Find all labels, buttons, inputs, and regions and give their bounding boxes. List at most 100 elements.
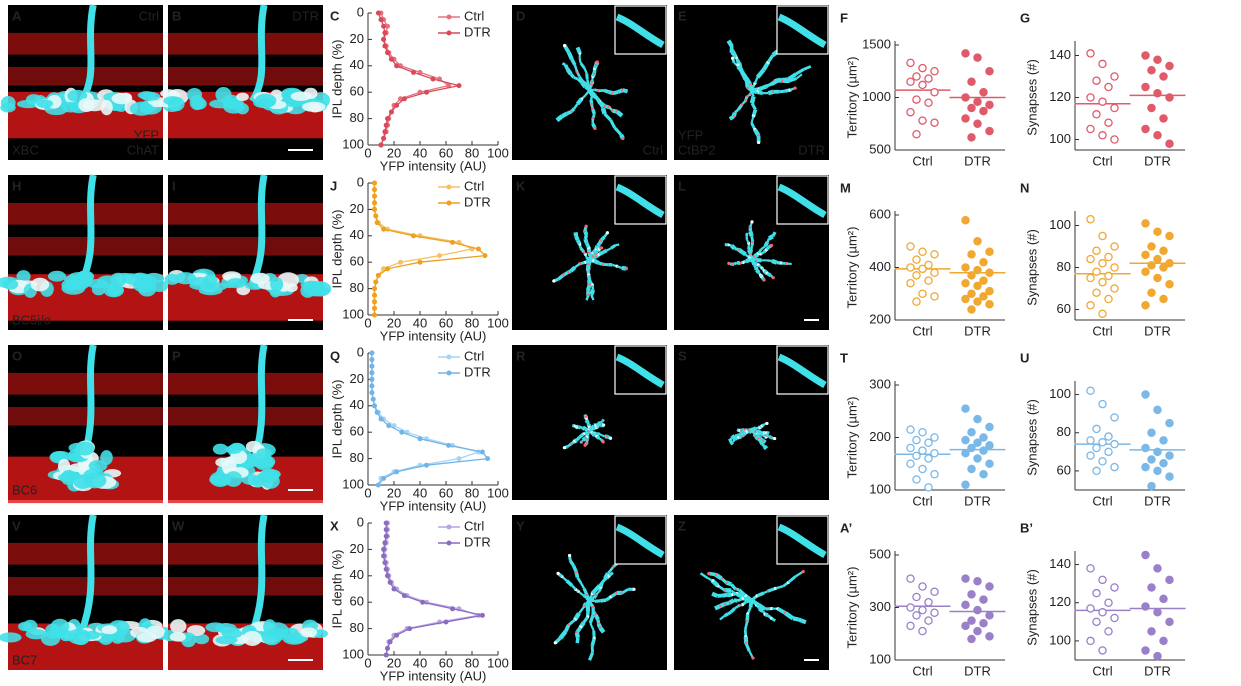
data-point: [973, 626, 982, 636]
data-point: [973, 438, 982, 447]
legend-label: Ctrl: [464, 8, 484, 23]
data-point: [906, 621, 915, 631]
y-tick-label: 80: [1057, 259, 1071, 274]
dendrite: [750, 116, 755, 124]
data-point: [1159, 459, 1168, 468]
profile-point: [372, 286, 377, 292]
synapse-dot: [601, 440, 605, 444]
chat-band: [168, 542, 323, 565]
data-point: [1086, 214, 1095, 224]
dendrite: [734, 433, 738, 437]
data-point: [1141, 267, 1150, 276]
data-point: [1098, 438, 1107, 447]
dendrite: [755, 68, 766, 79]
chat-band: [8, 202, 163, 225]
profile-point: [450, 239, 455, 245]
data-point: [1165, 93, 1174, 102]
profile-point: [394, 632, 400, 638]
x-tick-label: 0: [364, 655, 371, 670]
data-point: [1153, 254, 1162, 264]
x-tick-label: 80: [465, 655, 479, 670]
dendrite: [563, 624, 571, 633]
data-point: [1104, 627, 1113, 636]
data-point: [918, 116, 927, 125]
data-point: [985, 441, 994, 450]
data-point: [1104, 432, 1113, 441]
data-point: [1104, 598, 1113, 607]
profile-point: [385, 266, 390, 272]
data-point: [1141, 219, 1150, 228]
dendrite: [757, 438, 762, 443]
dendrite: [750, 102, 757, 111]
y-tick-label: 140: [1049, 47, 1071, 62]
profile-point: [385, 50, 390, 56]
dendrite: [597, 421, 602, 426]
dendrite: [609, 119, 617, 129]
chat-band: [8, 542, 163, 565]
dendrite: [733, 598, 738, 603]
panel-letter: L: [678, 178, 686, 193]
dendrite: [738, 588, 747, 597]
data-point: [1098, 399, 1107, 409]
synapse-dot: [605, 231, 610, 235]
dendrite: [574, 262, 581, 269]
profile-point: [391, 423, 397, 429]
chat-band: [8, 237, 163, 256]
dendrite: [557, 274, 564, 281]
profile-point: [372, 292, 377, 298]
dendrite: [752, 260, 757, 265]
data-point: [1098, 309, 1107, 318]
data-point: [967, 271, 976, 280]
data-point: [1110, 439, 1119, 449]
dendrite: [764, 83, 772, 88]
data-point: [924, 598, 933, 607]
dendrite: [590, 294, 595, 301]
synapse-dot: [793, 86, 797, 90]
data-point: [930, 469, 939, 479]
y-tick-label: 100: [1049, 131, 1071, 146]
terminal-blob: [256, 448, 273, 457]
y-tick-label: 60: [350, 84, 364, 99]
panel-letter: Y: [516, 518, 525, 533]
legend-marker: [446, 524, 452, 530]
dendrite: [746, 239, 750, 244]
data-point: [1098, 59, 1107, 69]
dendrite: [734, 436, 739, 441]
dendrite: [615, 243, 620, 247]
dendrite: [744, 642, 751, 652]
panel-letter: T: [840, 350, 848, 365]
dendrite: [766, 54, 775, 64]
chat-band: [168, 202, 323, 225]
y-tick-label: 100: [869, 481, 891, 496]
panel-letter: A’: [840, 520, 852, 535]
chat-band: [168, 237, 323, 256]
image-label: DTR: [292, 8, 319, 23]
data-point: [961, 114, 970, 123]
dendrite: [583, 67, 588, 74]
dendrite: [598, 103, 604, 109]
dendrite: [621, 588, 629, 595]
data-point: [1147, 261, 1156, 270]
chat-band: [8, 577, 163, 596]
dendrite: [585, 295, 590, 301]
profile-point: [398, 259, 403, 265]
data-point: [924, 276, 933, 285]
dendrite: [765, 430, 770, 436]
dendrite: [789, 77, 798, 83]
terminal-blob: [16, 99, 40, 109]
dendrite: [595, 423, 598, 427]
dendrite: [766, 237, 771, 243]
dendrite: [601, 577, 608, 584]
dendrite: [734, 604, 740, 610]
profile-point: [388, 56, 394, 62]
profile-point: [382, 560, 388, 566]
panel-letter: X: [330, 518, 339, 533]
profile-point: [383, 533, 389, 539]
data-point: [1153, 405, 1162, 415]
data-point: [1141, 250, 1150, 260]
data-point: [961, 448, 970, 458]
data-point: [1141, 390, 1150, 399]
dendrite: [573, 76, 579, 81]
data-point: [1098, 259, 1107, 268]
data-point: [1104, 271, 1113, 281]
